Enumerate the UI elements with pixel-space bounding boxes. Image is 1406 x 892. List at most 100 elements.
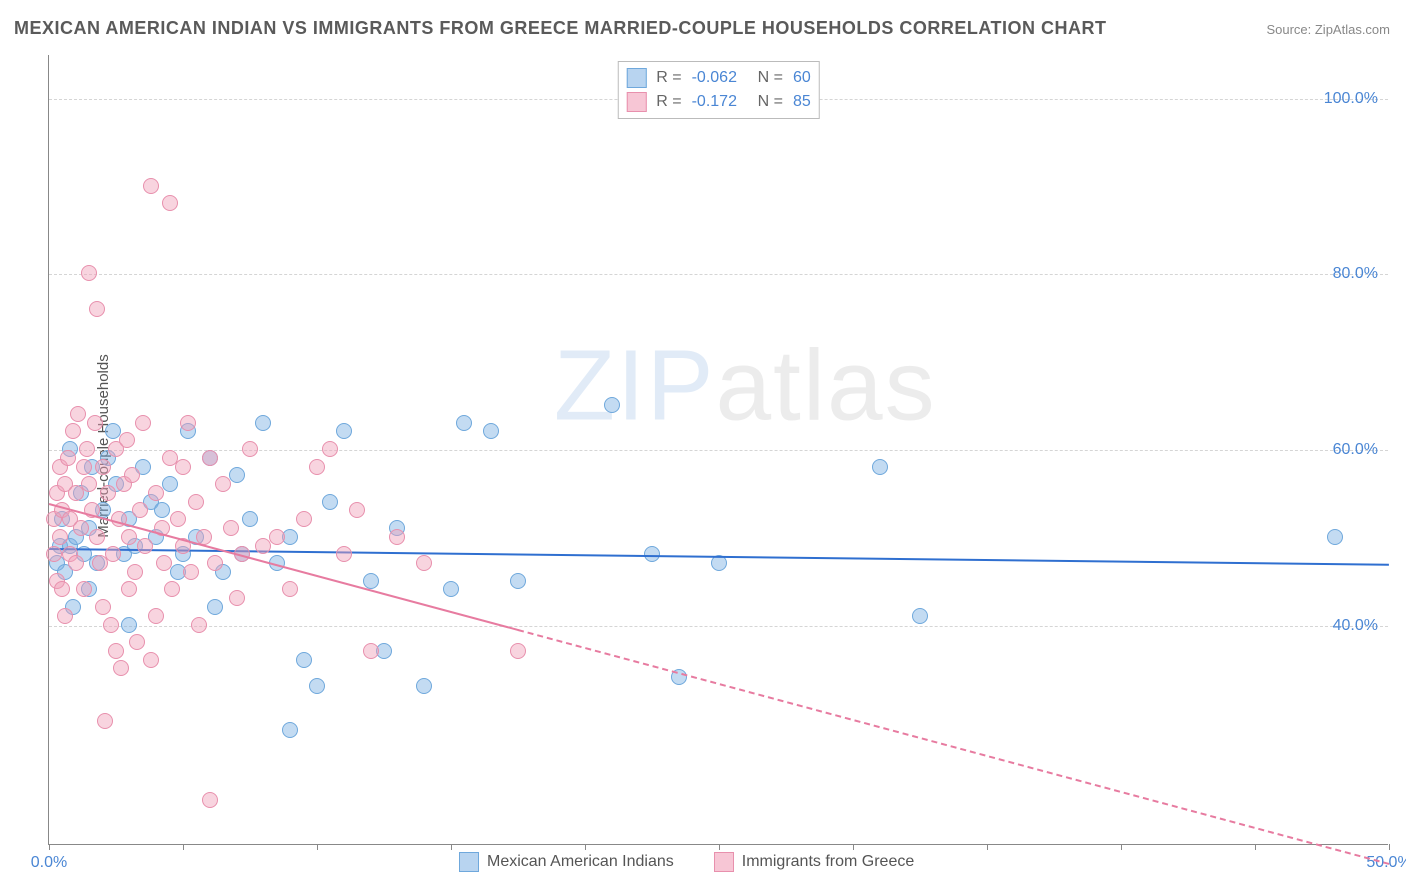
data-point [309, 678, 325, 694]
data-point [215, 476, 231, 492]
data-point [309, 459, 325, 475]
x-tick [853, 844, 854, 850]
data-point [349, 502, 365, 518]
x-tick [719, 844, 720, 850]
x-tick [317, 844, 318, 850]
data-point [57, 608, 73, 624]
trend-line [49, 503, 519, 631]
legend-n-value: 85 [793, 93, 811, 111]
data-point [229, 590, 245, 606]
data-point [164, 581, 180, 597]
x-tick-label: 0.0% [31, 854, 67, 872]
data-point [81, 476, 97, 492]
x-tick [1121, 844, 1122, 850]
legend-r-value: -0.062 [692, 69, 748, 87]
data-point [191, 617, 207, 633]
legend-stats-box: R = -0.062 N = 60 R = -0.172 N = 85 [617, 61, 819, 119]
x-tick [183, 844, 184, 850]
legend-swatch-pink [714, 852, 734, 872]
data-point [132, 502, 148, 518]
data-point [510, 643, 526, 659]
legend-stats-row-blue: R = -0.062 N = 60 [626, 66, 810, 90]
x-tick [451, 844, 452, 850]
data-point [336, 546, 352, 562]
data-point [97, 713, 113, 729]
legend-n-label: N = [758, 93, 783, 111]
data-point [143, 652, 159, 668]
data-point [443, 581, 459, 597]
y-tick-label: 40.0% [1333, 617, 1378, 635]
data-point [183, 564, 199, 580]
data-point [416, 555, 432, 571]
data-point [363, 573, 379, 589]
legend-label: Immigrants from Greece [742, 853, 914, 871]
data-point [60, 450, 76, 466]
data-point [604, 397, 620, 413]
source-citation: Source: ZipAtlas.com [1266, 22, 1390, 37]
data-point [113, 660, 129, 676]
trend-line [518, 629, 1390, 865]
x-tick [49, 844, 50, 850]
data-point [1327, 529, 1343, 545]
data-point [81, 265, 97, 281]
data-point [68, 555, 84, 571]
data-point [54, 581, 70, 597]
x-tick [1255, 844, 1256, 850]
legend-n-label: N = [758, 69, 783, 87]
legend-swatch-blue [626, 68, 646, 88]
data-point [79, 441, 95, 457]
data-point [162, 195, 178, 211]
data-point [207, 599, 223, 615]
grid-line [49, 274, 1388, 275]
data-point [46, 546, 62, 562]
data-point [207, 555, 223, 571]
data-point [76, 581, 92, 597]
legend-r-label: R = [656, 93, 681, 111]
watermark-zip: ZIP [554, 330, 716, 442]
data-point [137, 538, 153, 554]
data-point [872, 459, 888, 475]
data-point [336, 423, 352, 439]
legend-swatch-blue [459, 852, 479, 872]
data-point [70, 406, 86, 422]
data-point [89, 529, 105, 545]
x-tick [987, 844, 988, 850]
data-point [322, 441, 338, 457]
data-point [296, 511, 312, 527]
data-point [282, 581, 298, 597]
grid-line [49, 626, 1388, 627]
data-point [229, 467, 245, 483]
data-point [121, 581, 137, 597]
data-point [282, 722, 298, 738]
data-point [129, 634, 145, 650]
data-point [95, 599, 111, 615]
data-point [296, 652, 312, 668]
data-point [103, 617, 119, 633]
data-point [52, 529, 68, 545]
y-tick-label: 60.0% [1333, 441, 1378, 459]
data-point [124, 467, 140, 483]
legend-n-value: 60 [793, 69, 811, 87]
data-point [363, 643, 379, 659]
x-tick [585, 844, 586, 850]
data-point [202, 792, 218, 808]
data-point [223, 520, 239, 536]
legend-stats-row-pink: R = -0.172 N = 85 [626, 90, 810, 114]
data-point [148, 485, 164, 501]
data-point [170, 511, 186, 527]
chart-title: MEXICAN AMERICAN INDIAN VS IMMIGRANTS FR… [14, 18, 1107, 39]
y-tick-label: 100.0% [1324, 90, 1378, 108]
data-point [510, 573, 526, 589]
data-point [242, 441, 258, 457]
data-point [188, 494, 204, 510]
legend-swatch-pink [626, 92, 646, 112]
data-point [76, 459, 92, 475]
data-point [322, 494, 338, 510]
data-point [162, 476, 178, 492]
data-point [483, 423, 499, 439]
data-point [73, 520, 89, 536]
data-point [175, 459, 191, 475]
data-point [148, 608, 164, 624]
source-link[interactable]: ZipAtlas.com [1315, 22, 1390, 37]
data-point [135, 415, 151, 431]
